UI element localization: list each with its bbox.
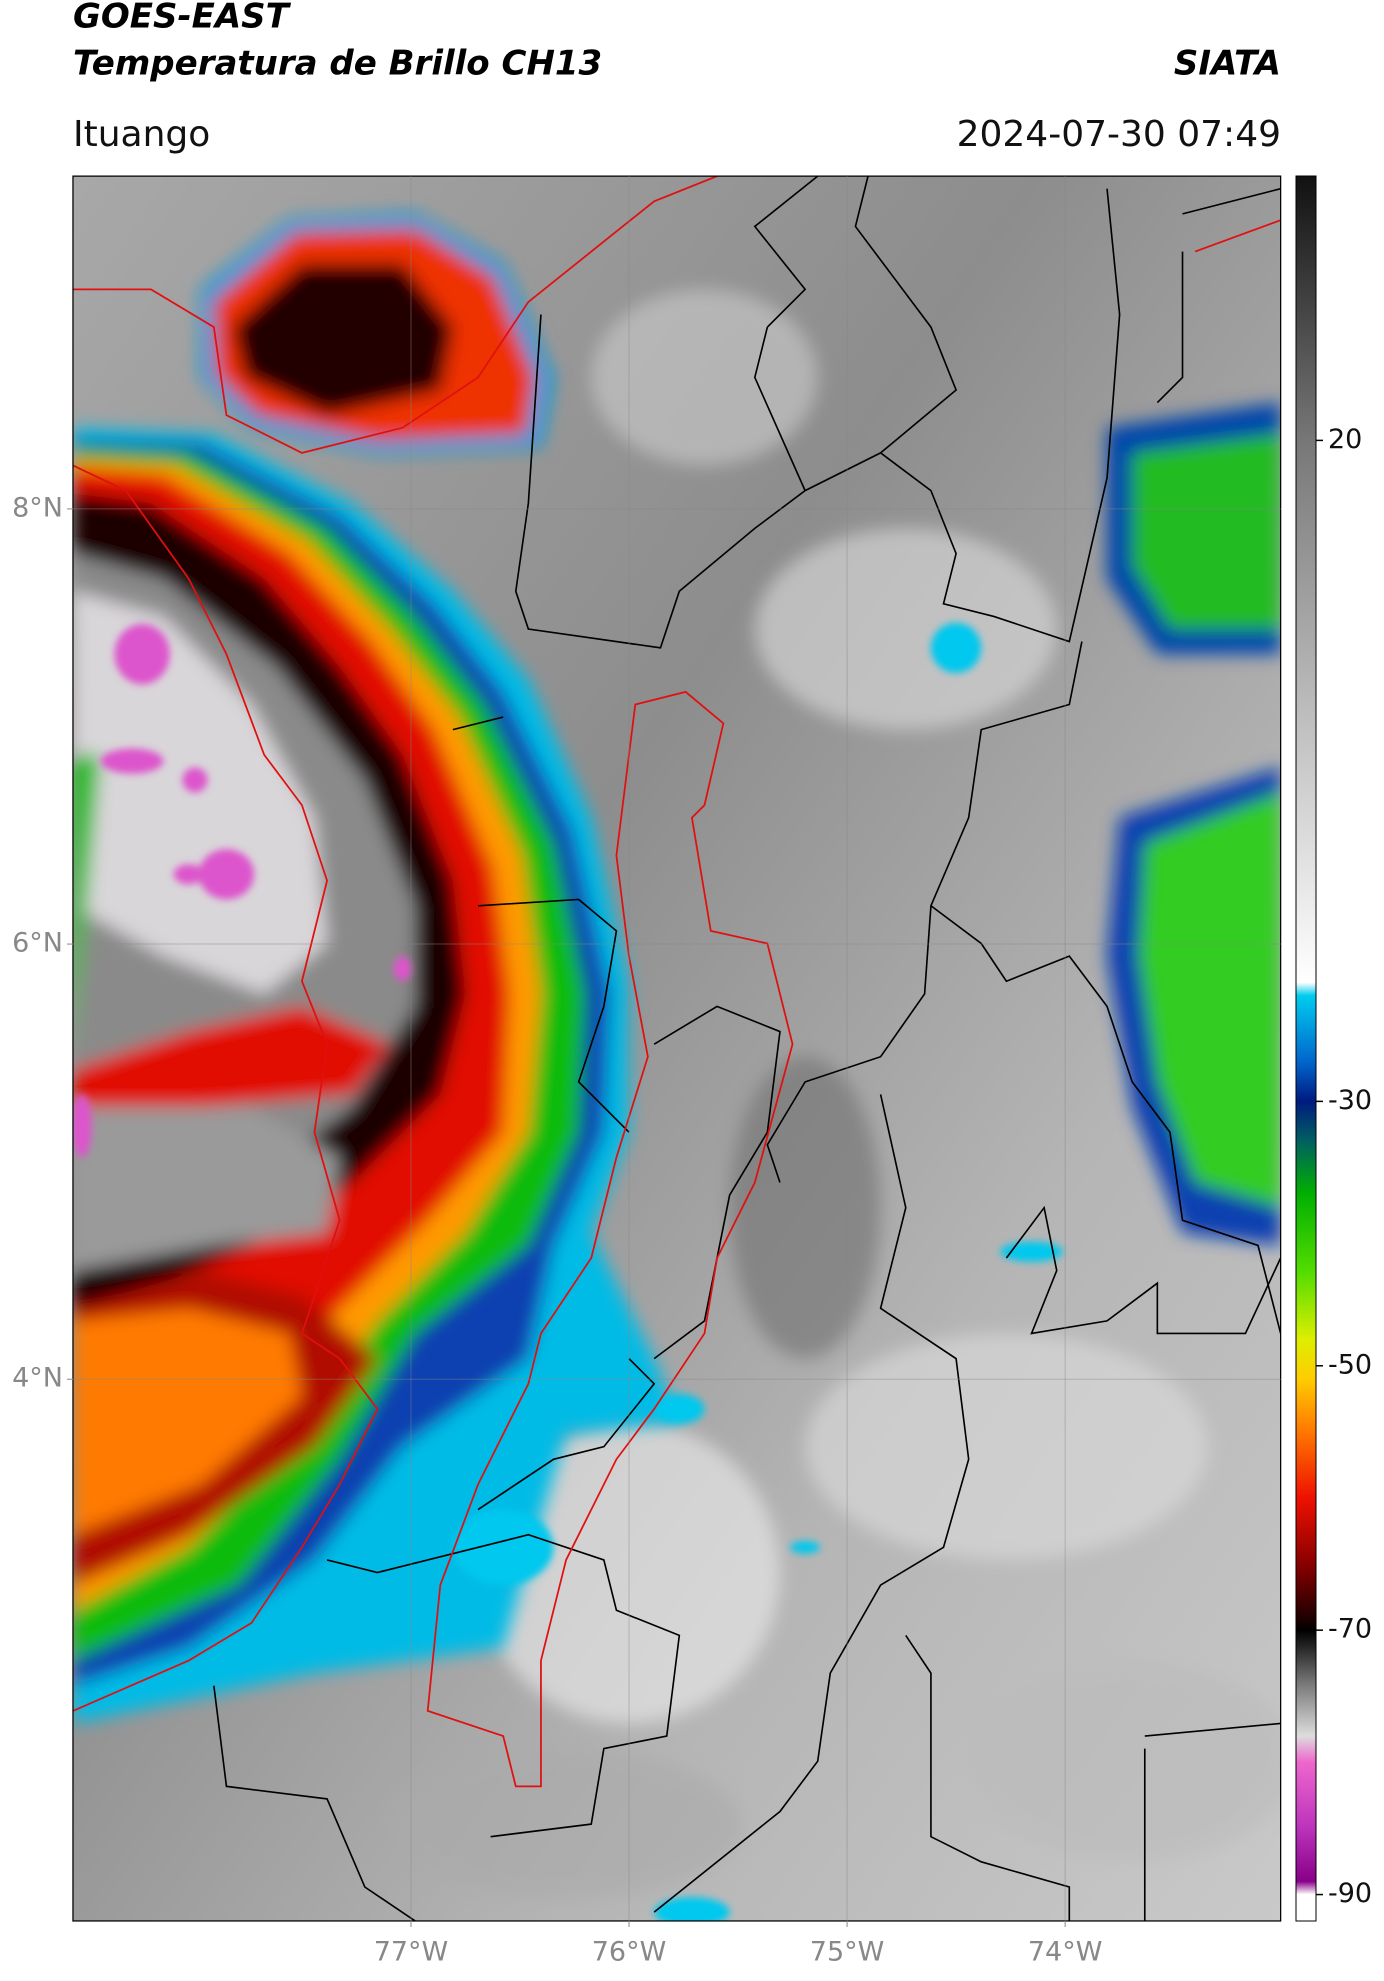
y-tick-label: 8°N: [12, 492, 63, 523]
colorbar-tick-label: -50: [1328, 1349, 1372, 1380]
subtitle: Temperatura de Brillo CH13: [73, 44, 602, 84]
location: Ituango: [73, 114, 210, 155]
colorbar-tick-label: 20: [1328, 424, 1362, 455]
y-tick-label: 4°N: [12, 1363, 63, 1394]
title: GOES-EAST: [73, 0, 292, 37]
x-tick-label: 77°W: [374, 1937, 449, 1968]
y-tick-label: 6°N: [12, 928, 63, 959]
colorbar-tick-label: -30: [1328, 1085, 1372, 1116]
x-tick-label: 74°W: [1028, 1937, 1103, 1968]
colorbar: [1295, 175, 1317, 1922]
datetime: 2024-07-30 07:49: [957, 114, 1281, 155]
x-tick-label: 75°W: [810, 1937, 885, 1968]
x-tick-label: 76°W: [592, 1937, 667, 1968]
agency: SIATA: [1174, 44, 1281, 84]
satellite-image: [72, 175, 1282, 1922]
colorbar-tick-label: -90: [1328, 1878, 1372, 1909]
colorbar-tick-label: -70: [1328, 1614, 1372, 1645]
